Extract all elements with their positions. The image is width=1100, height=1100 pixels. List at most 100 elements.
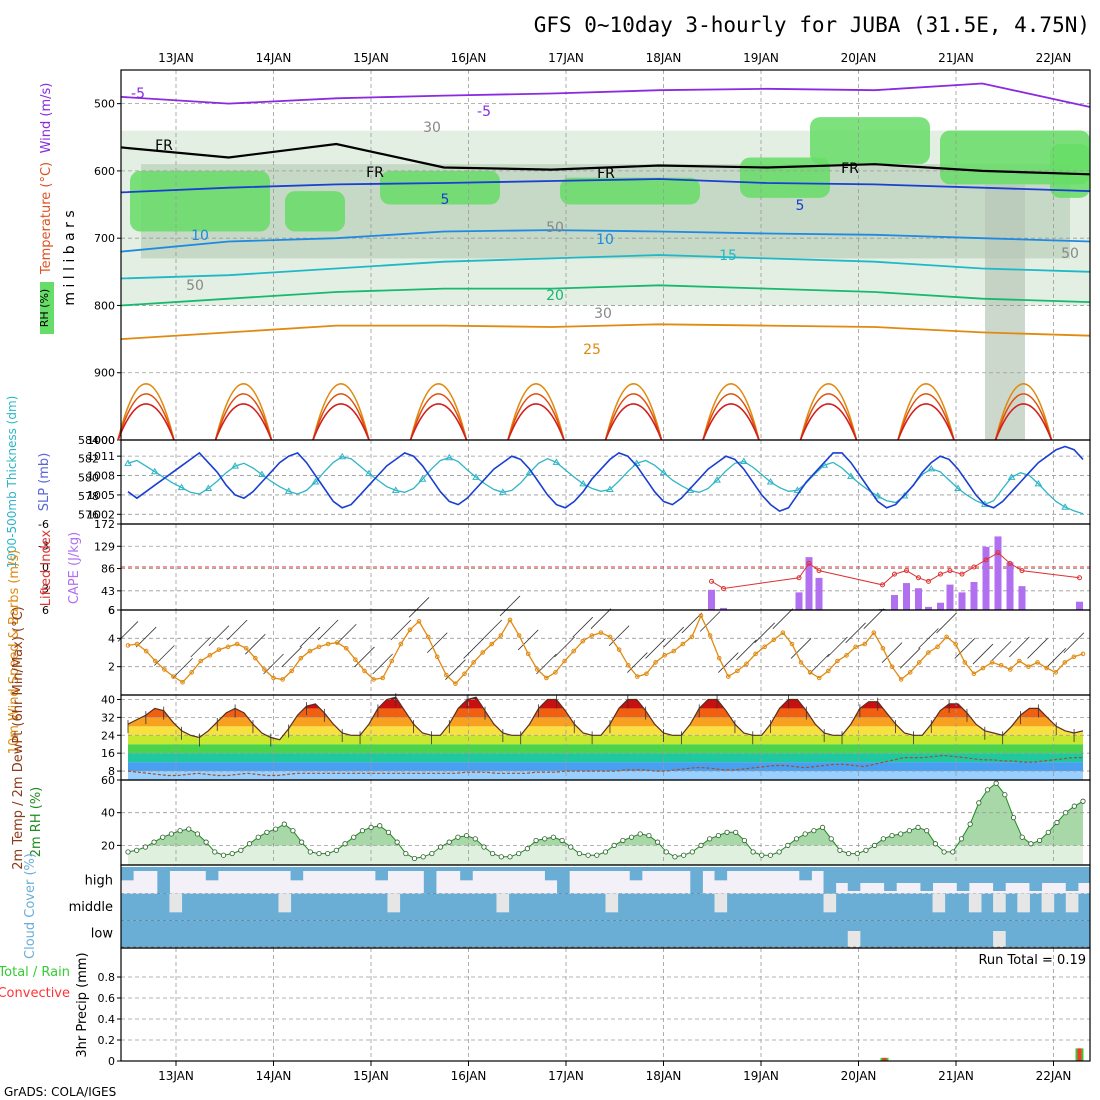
- wind-marker: [580, 638, 586, 644]
- rh-marker: [264, 829, 270, 835]
- wind-marker: [316, 644, 322, 650]
- date-label-bottom: 22JAN: [1036, 1069, 1072, 1083]
- wind-barb: [572, 616, 594, 638]
- y-tick-label: 43: [101, 585, 115, 598]
- wind-marker: [835, 658, 840, 664]
- wind-marker: [671, 648, 677, 654]
- date-label-top: 18JAN: [646, 51, 682, 65]
- rh-marker: [889, 832, 895, 839]
- cape-bar: [982, 546, 990, 610]
- wind-barb: [426, 632, 448, 654]
- rh-marker: [559, 837, 565, 844]
- wind-barb: [317, 619, 339, 641]
- cloud-middle-gap: [993, 893, 1006, 913]
- rh-marker: [611, 842, 617, 848]
- contour-label: FR: [366, 165, 384, 181]
- wind-barb: [499, 595, 521, 617]
- rh-marker: [1002, 792, 1008, 798]
- date-label-top: 17JAN: [548, 51, 584, 65]
- rh-marker: [767, 852, 774, 858]
- wind-marker: [198, 658, 204, 664]
- date-label-bottom: 13JAN: [158, 1069, 194, 1083]
- wind-barb: [554, 636, 575, 658]
- rh-marker: [602, 849, 609, 855]
- y-tick-label: 86: [101, 563, 115, 576]
- rh-marker: [168, 831, 175, 837]
- rh-marker: [394, 839, 400, 845]
- thickness-marker: [418, 475, 427, 482]
- rh-marker: [151, 839, 157, 845]
- li-marker: [916, 575, 921, 581]
- surface-isotherm: [117, 403, 175, 441]
- thickness-marker: [472, 473, 480, 480]
- thickness-tick-label: 584: [78, 434, 99, 447]
- wind-marker: [189, 670, 194, 675]
- rh-marker: [681, 852, 687, 858]
- wind-marker: [180, 679, 185, 685]
- rh-marker: [863, 847, 869, 853]
- rh-marker: [411, 855, 418, 862]
- wind-barb: [1009, 636, 1030, 658]
- rh-marker: [707, 836, 713, 842]
- cape-bar: [815, 577, 823, 610]
- wind-marker: [471, 660, 476, 665]
- y-tick-label: 32: [101, 711, 115, 724]
- wind-barb: [845, 622, 866, 644]
- wind-barb: [663, 626, 684, 648]
- cape-bar: [925, 606, 932, 610]
- surface-isotherm: [604, 403, 663, 441]
- rh-marker: [1019, 834, 1025, 840]
- y-tick-label: 20: [101, 839, 115, 852]
- wind-marker: [1035, 660, 1040, 665]
- cloud-high-bar: [968, 867, 982, 883]
- y-tick-label: 129: [94, 540, 115, 553]
- date-label-bottom: 14JAN: [256, 1069, 292, 1083]
- rh-marker: [576, 850, 583, 857]
- rh-marker: [993, 780, 999, 786]
- cloud-high-bar: [411, 867, 425, 871]
- surface-isotherm: [604, 383, 663, 441]
- wind-marker: [425, 634, 431, 640]
- y-tick-label: 16: [101, 747, 115, 760]
- y-tick-label: 40: [101, 693, 115, 706]
- wind-barb: [899, 648, 921, 669]
- rh-marker: [776, 849, 782, 855]
- cloud-high-bar: [254, 867, 267, 871]
- wind-marker: [262, 667, 267, 672]
- cape-bar: [891, 594, 898, 610]
- wind10m-label: 10m Wind Speed & Barbs (m/s): [7, 550, 22, 755]
- thickness-marker: [338, 452, 347, 460]
- cloud-high-bar: [629, 867, 643, 881]
- y-tick-label: 40: [101, 807, 115, 820]
- rh-marker: [194, 831, 201, 837]
- cloud-high-bar: [448, 867, 461, 871]
- cloud-middle-gap: [496, 893, 510, 913]
- cape-bar: [805, 557, 813, 610]
- footer-credit: GrADS: COLA/IGES: [4, 1085, 116, 1099]
- wind-marker: [926, 650, 931, 655]
- rh-marker: [446, 839, 452, 845]
- li-marker: [938, 571, 943, 577]
- wind-marker: [962, 660, 968, 665]
- wind-marker: [653, 660, 658, 665]
- y-tick-label: 1005: [87, 489, 115, 502]
- wind-barb: [918, 628, 939, 649]
- rh-marker: [898, 831, 904, 837]
- cloud-high-bar: [1017, 867, 1030, 883]
- wind-marker: [171, 674, 176, 679]
- li-tick-label: 3: [42, 583, 49, 596]
- surface-isotherm: [507, 403, 565, 441]
- y-tick-label: 700: [94, 232, 115, 245]
- surface-isotherm: [994, 403, 1053, 441]
- precip-total-label: Total / Rain: [0, 965, 70, 980]
- wind-barb: [608, 625, 630, 646]
- cloud-low-gap: [993, 931, 1006, 947]
- cloud-middle-gap: [1041, 893, 1055, 913]
- rh-marker: [177, 828, 183, 834]
- rh-marker: [498, 854, 504, 860]
- cloud-high-bar: [193, 867, 207, 871]
- rh-marker: [594, 852, 600, 858]
- rh-marker: [628, 834, 635, 840]
- surface-isotherm: [409, 393, 468, 441]
